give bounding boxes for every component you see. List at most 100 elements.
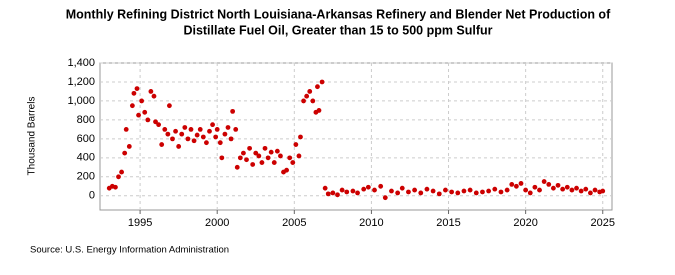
data-point <box>330 190 336 196</box>
data-point <box>204 140 209 146</box>
data-point <box>185 136 191 142</box>
data-point <box>513 183 519 189</box>
x-tick-label: 2005 <box>282 217 306 229</box>
data-point <box>361 186 367 192</box>
data-point <box>173 128 178 134</box>
data-point <box>116 174 121 180</box>
data-point <box>153 119 158 125</box>
data-point <box>550 185 556 191</box>
data-point <box>217 140 223 146</box>
data-point <box>406 189 411 195</box>
data-point <box>233 126 239 132</box>
data-point <box>230 108 236 114</box>
data-point <box>316 108 322 113</box>
source-note: Source: U.S. Energy Information Administ… <box>30 245 229 256</box>
data-point <box>222 131 228 137</box>
x-tick-label: 2015 <box>436 217 460 229</box>
data-point <box>256 153 262 159</box>
data-point <box>244 157 249 163</box>
data-point <box>430 188 436 194</box>
data-point <box>237 155 243 161</box>
data-point <box>122 150 128 156</box>
data-point <box>523 187 529 193</box>
data-point <box>159 142 165 147</box>
y-axis-label: Thousand Barrels <box>27 97 38 176</box>
data-point <box>399 185 405 191</box>
data-point <box>412 187 418 193</box>
data-point <box>259 160 265 165</box>
y-tick-label: 200 <box>77 171 95 183</box>
data-point <box>247 145 252 151</box>
data-point <box>350 188 356 194</box>
data-point <box>389 188 394 194</box>
data-point <box>564 184 570 190</box>
data-point <box>532 184 538 190</box>
data-point <box>583 186 589 192</box>
data-point <box>176 144 182 149</box>
chart-subtitle: Distillate Fuel Oil, Greater than 15 to … <box>183 23 492 37</box>
data-point <box>504 187 510 193</box>
data-point <box>274 148 280 154</box>
data-point <box>537 187 542 193</box>
y-tick-label: 400 <box>77 152 95 164</box>
data-point <box>588 190 593 196</box>
data-point <box>449 189 455 195</box>
data-point <box>355 190 360 196</box>
data-point <box>365 184 371 190</box>
chart-title: Monthly Refining District North Louisian… <box>66 7 611 21</box>
data-point <box>136 112 141 118</box>
data-point <box>600 188 606 194</box>
data-point <box>219 155 225 161</box>
data-point <box>560 186 566 192</box>
x-tick-label: 1995 <box>128 217 152 229</box>
data-point <box>214 126 220 132</box>
data-point <box>574 185 579 191</box>
data-point <box>250 162 256 167</box>
data-point <box>578 188 584 194</box>
x-tick-label: 2025 <box>591 217 615 229</box>
data-point <box>123 126 129 132</box>
data-point <box>344 189 350 195</box>
data-point <box>461 188 467 194</box>
data-point <box>228 136 234 142</box>
data-point <box>322 185 328 191</box>
data-point <box>142 109 148 115</box>
data-point <box>455 190 461 196</box>
data-point <box>148 89 154 94</box>
data-point <box>170 136 175 142</box>
data-point <box>325 191 331 197</box>
y-tick-label: 800 <box>77 114 95 126</box>
data-point <box>304 93 310 99</box>
data-point <box>319 79 325 85</box>
data-point <box>310 98 316 104</box>
data-point <box>569 187 575 193</box>
data-point <box>134 86 140 92</box>
data-point <box>241 150 246 156</box>
data-point <box>418 190 424 196</box>
data-point <box>296 153 302 159</box>
data-point <box>265 155 271 161</box>
data-point <box>278 153 283 159</box>
data-point <box>166 103 172 109</box>
data-point <box>191 138 197 144</box>
data-point <box>315 84 320 90</box>
y-tick-label: 600 <box>77 133 95 145</box>
data-point <box>307 89 313 94</box>
data-point <box>126 144 132 149</box>
y-tick-label: 1,200 <box>67 76 95 88</box>
data-point <box>395 190 401 196</box>
data-point <box>592 187 598 193</box>
data-point <box>179 131 185 137</box>
y-tick-label: 1,000 <box>67 95 95 107</box>
data-point <box>268 149 274 155</box>
data-point <box>546 181 552 187</box>
data-point <box>119 169 124 175</box>
data-point <box>188 126 194 132</box>
data-point <box>486 188 492 194</box>
data-point <box>509 181 515 187</box>
data-point <box>145 117 151 123</box>
data-point <box>284 167 290 173</box>
plot-area <box>99 62 613 211</box>
data-point <box>139 98 145 104</box>
